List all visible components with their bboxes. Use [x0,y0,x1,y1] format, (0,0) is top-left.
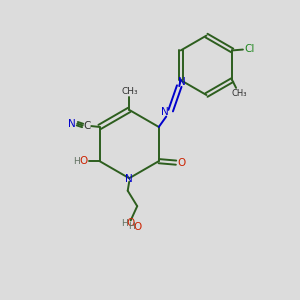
Text: N: N [68,119,76,129]
Text: CH₃: CH₃ [232,89,248,98]
Text: N: N [125,174,133,184]
Text: O: O [126,218,134,228]
Text: Cl: Cl [244,44,255,54]
Text: O: O [134,222,142,232]
Text: CH₃: CH₃ [122,87,138,96]
Text: H: H [128,223,135,232]
Text: O: O [80,156,88,166]
Text: H: H [73,157,80,166]
Text: N: N [178,76,186,87]
Text: N: N [161,107,169,117]
Text: H: H [122,219,128,228]
Text: O: O [177,158,185,168]
Text: C: C [83,121,91,131]
